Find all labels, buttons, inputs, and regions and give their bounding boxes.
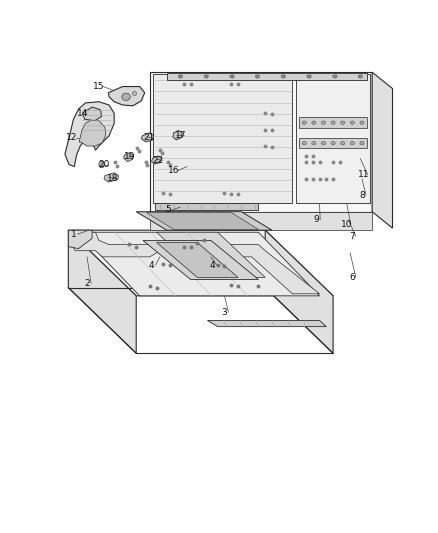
Ellipse shape [312, 121, 316, 124]
Polygon shape [68, 230, 92, 248]
Text: 5: 5 [166, 205, 171, 214]
Polygon shape [299, 117, 367, 127]
Text: 8: 8 [359, 191, 365, 200]
Ellipse shape [321, 142, 325, 145]
Text: 3: 3 [222, 308, 227, 317]
Polygon shape [265, 230, 333, 353]
Text: 18: 18 [107, 174, 118, 183]
Ellipse shape [331, 142, 335, 145]
Ellipse shape [307, 75, 311, 77]
Ellipse shape [132, 92, 137, 95]
Text: 14: 14 [77, 109, 88, 118]
Polygon shape [124, 152, 134, 161]
Text: 17: 17 [175, 131, 186, 140]
Polygon shape [79, 119, 106, 146]
Polygon shape [155, 204, 258, 211]
Polygon shape [167, 73, 367, 79]
Polygon shape [72, 232, 320, 294]
Polygon shape [108, 86, 145, 106]
Text: 1: 1 [71, 230, 76, 239]
Text: 6: 6 [349, 273, 355, 282]
Text: 4: 4 [148, 261, 154, 270]
Ellipse shape [302, 121, 306, 124]
Text: 21: 21 [143, 133, 155, 142]
Ellipse shape [332, 75, 336, 77]
Polygon shape [156, 243, 238, 277]
Polygon shape [173, 131, 182, 140]
Ellipse shape [360, 121, 364, 124]
Ellipse shape [350, 142, 354, 145]
Ellipse shape [204, 75, 208, 77]
Ellipse shape [358, 75, 362, 77]
Text: 11: 11 [358, 170, 369, 179]
Ellipse shape [331, 121, 335, 124]
Polygon shape [156, 232, 265, 277]
Circle shape [99, 161, 104, 168]
Text: 10: 10 [341, 220, 353, 229]
Text: 12: 12 [66, 133, 78, 142]
Text: 15: 15 [93, 82, 105, 91]
Text: 20: 20 [98, 160, 110, 169]
Ellipse shape [360, 142, 364, 145]
Polygon shape [83, 107, 102, 120]
Ellipse shape [255, 75, 259, 77]
Polygon shape [153, 74, 293, 204]
Polygon shape [150, 72, 372, 212]
Polygon shape [208, 320, 326, 327]
Ellipse shape [178, 75, 182, 77]
Text: 19: 19 [124, 152, 135, 161]
Ellipse shape [122, 93, 130, 101]
Polygon shape [372, 72, 392, 228]
Text: 16: 16 [168, 166, 179, 175]
Polygon shape [68, 230, 333, 296]
Ellipse shape [341, 121, 345, 124]
Polygon shape [146, 213, 258, 229]
Polygon shape [152, 156, 162, 164]
Polygon shape [65, 102, 114, 166]
Text: 22: 22 [153, 156, 164, 165]
Polygon shape [78, 232, 320, 296]
Polygon shape [104, 173, 119, 182]
Text: 9: 9 [313, 215, 319, 224]
Ellipse shape [281, 75, 285, 77]
Ellipse shape [350, 121, 354, 124]
Ellipse shape [302, 142, 306, 145]
Ellipse shape [230, 75, 234, 77]
Polygon shape [143, 240, 258, 279]
Ellipse shape [341, 142, 345, 145]
Polygon shape [136, 212, 272, 230]
Polygon shape [141, 133, 154, 142]
Polygon shape [150, 212, 372, 230]
Polygon shape [296, 74, 371, 204]
Text: 7: 7 [349, 232, 355, 241]
Polygon shape [68, 230, 136, 353]
Text: 2: 2 [84, 279, 90, 288]
Text: 4: 4 [210, 261, 215, 270]
Ellipse shape [321, 121, 325, 124]
Ellipse shape [312, 142, 316, 145]
Polygon shape [299, 138, 367, 148]
